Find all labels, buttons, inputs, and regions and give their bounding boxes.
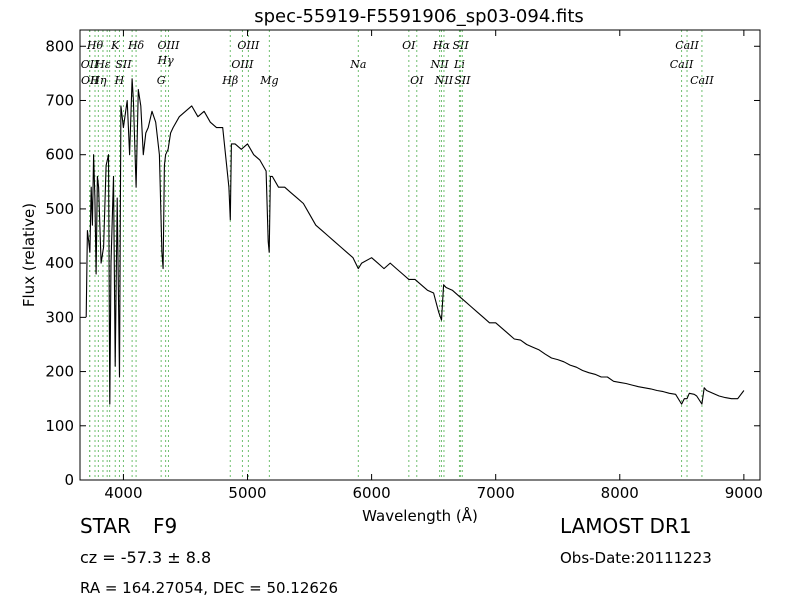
- line-marker-label: Hη: [89, 74, 107, 87]
- y-tick-label: 800: [45, 37, 74, 55]
- y-axis-label: Flux (relative): [20, 203, 38, 307]
- line-marker-label: SII: [452, 39, 469, 52]
- x-tick-label: 9000: [725, 484, 763, 502]
- line-marker-label: CaII: [670, 58, 694, 71]
- line-marker-label: NII: [434, 74, 454, 87]
- line-marker-label: OIII: [231, 58, 254, 71]
- y-tick-label: 500: [45, 200, 74, 218]
- x-tick-label: 5000: [228, 484, 266, 502]
- x-tick-label: 7000: [477, 484, 515, 502]
- y-tick-label: 400: [45, 254, 74, 272]
- line-marker-label: SII: [454, 74, 471, 87]
- line-marker-label: Mg: [259, 74, 278, 87]
- emission-line-markers: OII OII Hθ Hη Hε K H SII Hδ G Hγ OIII Hβ OIII OIII Mg Na…: [81, 30, 714, 480]
- line-marker-label: CaII: [690, 74, 714, 87]
- y-tick-label: 600: [45, 146, 74, 164]
- line-marker-label: CaII: [675, 39, 699, 52]
- x-axis-label: Wavelength (Å): [362, 506, 478, 525]
- survey-name: LAMOST DR1: [560, 514, 692, 538]
- x-axis-ticks: 4000 5000 6000 7000 8000 9000: [104, 30, 763, 502]
- line-marker-label: Hγ: [157, 54, 175, 67]
- line-marker-label: NII: [429, 58, 449, 71]
- redshift-cz: cz = -57.3 ± 8.8: [80, 548, 212, 567]
- ra-dec-coordinates: RA = 164.27054, DEC = 50.12626: [80, 579, 339, 597]
- line-marker-label: H: [114, 74, 125, 87]
- line-marker-label: OIII: [237, 39, 260, 52]
- line-marker-label: OII: [81, 74, 99, 87]
- object-class: STAR: [80, 514, 131, 538]
- y-tick-label: 0: [64, 471, 74, 489]
- x-tick-label: 8000: [601, 484, 639, 502]
- plot-frame: [79, 29, 761, 481]
- line-marker-label: OI: [410, 74, 424, 87]
- line-marker-label: Na: [349, 58, 366, 71]
- line-marker-label: Hβ: [221, 74, 238, 87]
- line-marker-label: Hε: [94, 58, 111, 71]
- spectrum-line: [85, 78, 745, 405]
- y-axis-ticks: 0 100 200 300 400 500 600 700 800: [45, 37, 760, 489]
- line-marker-label: G: [157, 74, 166, 87]
- object-classification: STAR F9: [80, 514, 177, 538]
- x-tick-label: 6000: [353, 484, 391, 502]
- observation-date: Obs-Date:20111223: [560, 549, 712, 567]
- line-marker-label: OI: [402, 39, 416, 52]
- line-marker-label: Hδ: [127, 39, 145, 52]
- y-tick-label: 700: [45, 91, 74, 109]
- line-marker-label: Li: [453, 58, 465, 71]
- y-tick-label: 200: [45, 363, 74, 381]
- line-marker-label: OII: [81, 58, 99, 71]
- x-tick-label: 4000: [104, 484, 142, 502]
- line-marker-label: K: [110, 39, 120, 52]
- y-tick-label: 100: [45, 417, 74, 435]
- spectrum-layer: [85, 78, 745, 405]
- line-marker-label: Hα: [432, 39, 451, 52]
- chart-title: spec-55919-F5591906_sp03-094.fits: [254, 6, 584, 27]
- line-marker-label: Hθ: [86, 39, 104, 52]
- y-tick-label: 300: [45, 308, 74, 326]
- line-marker-label: OIII: [157, 39, 180, 52]
- line-marker-label: SII: [115, 58, 132, 71]
- object-subclass: F9: [152, 514, 178, 538]
